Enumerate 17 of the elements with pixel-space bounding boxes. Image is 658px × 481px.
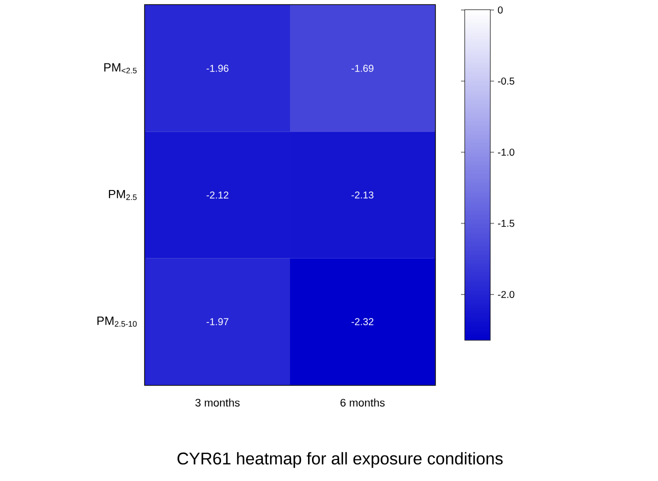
data-label: -1.97 (206, 318, 228, 326)
data-label: -2.13 (352, 191, 374, 199)
text: CYR61 heatmap for all exposure conditions (178, 452, 503, 468)
y-tick-label: PM$_{2.5-10}$ (97, 316, 137, 327)
y-tick-label: PM$_{<2.5}$ (104, 63, 137, 74)
data-label: -1.69 (352, 64, 374, 72)
data-label: -1.96 (206, 64, 228, 72)
color-bar-label: 0 (498, 6, 503, 14)
color-bar-label: -0.5 (498, 78, 514, 85)
y-tick-label: PM$_{2.5}$ (108, 190, 137, 200)
data-label: -2.12 (206, 192, 228, 198)
x-tick-label: 3 months (195, 398, 240, 407)
data-label: -2.32 (352, 318, 374, 326)
color-bar-label: -2.0 (498, 290, 514, 298)
color-bar-label: -1.0 (498, 148, 514, 156)
color-bar-label: -1.5 (498, 220, 514, 227)
x-tick-label: 6 months (340, 398, 385, 407)
